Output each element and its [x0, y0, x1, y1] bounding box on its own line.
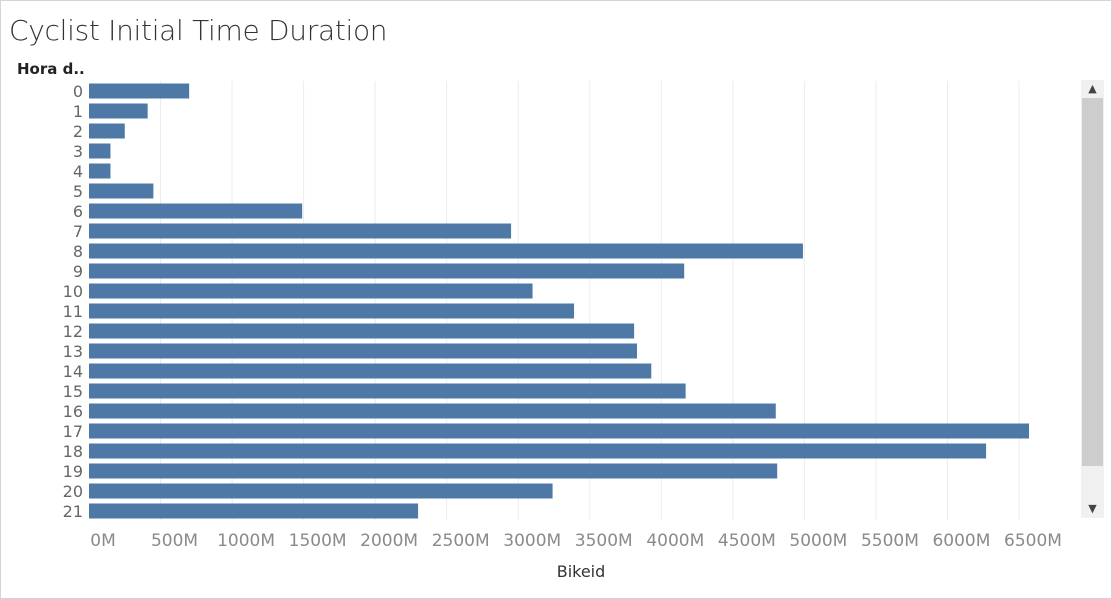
y-tick-label: 7	[73, 222, 83, 241]
x-tick-labels: 0M 500M 1000M 1500M 2000M 2500M 3000M 3500M 4000…	[90, 531, 1062, 551]
bar[interactable]	[89, 363, 652, 379]
x-tick-label: 5000M	[789, 531, 847, 551]
y-tick-label: 0	[73, 82, 83, 101]
x-tick-label: 0M	[90, 531, 115, 551]
y-tick-label: 4	[73, 162, 83, 181]
x-axis-label: Bikeid	[557, 562, 606, 581]
bar[interactable]	[89, 123, 125, 139]
y-tick-label: 12	[63, 322, 83, 341]
y-tick-label: 18	[63, 442, 83, 461]
bar[interactable]	[89, 423, 1030, 439]
x-tick-label: 2500M	[432, 531, 490, 551]
y-tick-label: 16	[63, 402, 83, 421]
bar[interactable]	[89, 83, 190, 99]
bar[interactable]	[89, 263, 685, 279]
y-tick-label: 10	[63, 282, 83, 301]
y-tick-label: 9	[73, 262, 83, 281]
y-tick-label: 3	[73, 142, 83, 161]
bar[interactable]	[89, 163, 111, 179]
x-tick-label: 5500M	[861, 531, 919, 551]
bar[interactable]	[89, 143, 111, 159]
bar[interactable]	[89, 203, 303, 219]
bar[interactable]	[89, 283, 533, 299]
y-tick-label: 15	[63, 382, 83, 401]
x-tick-label: 2000M	[360, 531, 418, 551]
scroll-down-arrow-icon[interactable]: ▼	[1088, 502, 1097, 515]
bar[interactable]	[89, 243, 803, 259]
bars	[89, 83, 1030, 519]
y-tick-label: 2	[73, 122, 83, 141]
y-tick-label: 17	[63, 422, 83, 441]
vertical-scrollbar[interactable]: ▲ ▼	[1081, 80, 1104, 518]
x-tick-label: 500M	[151, 531, 198, 551]
y-tick-label: 8	[73, 242, 83, 261]
y-axis-label: Hora d..	[17, 60, 85, 78]
bar[interactable]	[89, 323, 635, 339]
bar[interactable]	[89, 303, 575, 319]
scroll-up-arrow-icon[interactable]: ▲	[1088, 82, 1097, 95]
y-tick-label: 13	[63, 342, 83, 361]
x-tick-label: 3000M	[503, 531, 561, 551]
y-tick-label: 5	[73, 182, 83, 201]
bar[interactable]	[89, 443, 987, 459]
bar[interactable]	[89, 483, 553, 499]
chart-title: Cyclist Initial Time Duration	[9, 14, 388, 47]
bar[interactable]	[89, 103, 148, 119]
x-tick-label: 1500M	[289, 531, 347, 551]
y-tick-label: 20	[63, 482, 83, 501]
bar[interactable]	[89, 383, 686, 399]
bar[interactable]	[89, 223, 512, 239]
x-tick-label: 1000M	[217, 531, 275, 551]
y-tick-label: 14	[63, 362, 83, 381]
bar[interactable]	[89, 343, 637, 359]
bar[interactable]	[89, 463, 778, 479]
y-tick-label: 19	[63, 462, 83, 481]
bar[interactable]	[89, 403, 776, 419]
y-tick-label: 6	[73, 202, 83, 221]
bar[interactable]	[89, 503, 419, 519]
y-tick-label: 1	[73, 102, 83, 121]
x-tick-label: 3500M	[575, 531, 633, 551]
y-tick-label: 21	[63, 502, 83, 521]
y-tick-label: 11	[63, 302, 83, 321]
x-tick-label: 4000M	[646, 531, 704, 551]
scrollbar-thumb[interactable]	[1082, 98, 1103, 466]
x-tick-label: 6500M	[1004, 531, 1062, 551]
x-tick-label: 6000M	[932, 531, 990, 551]
bar[interactable]	[89, 183, 154, 199]
x-tick-label: 4500M	[718, 531, 776, 551]
